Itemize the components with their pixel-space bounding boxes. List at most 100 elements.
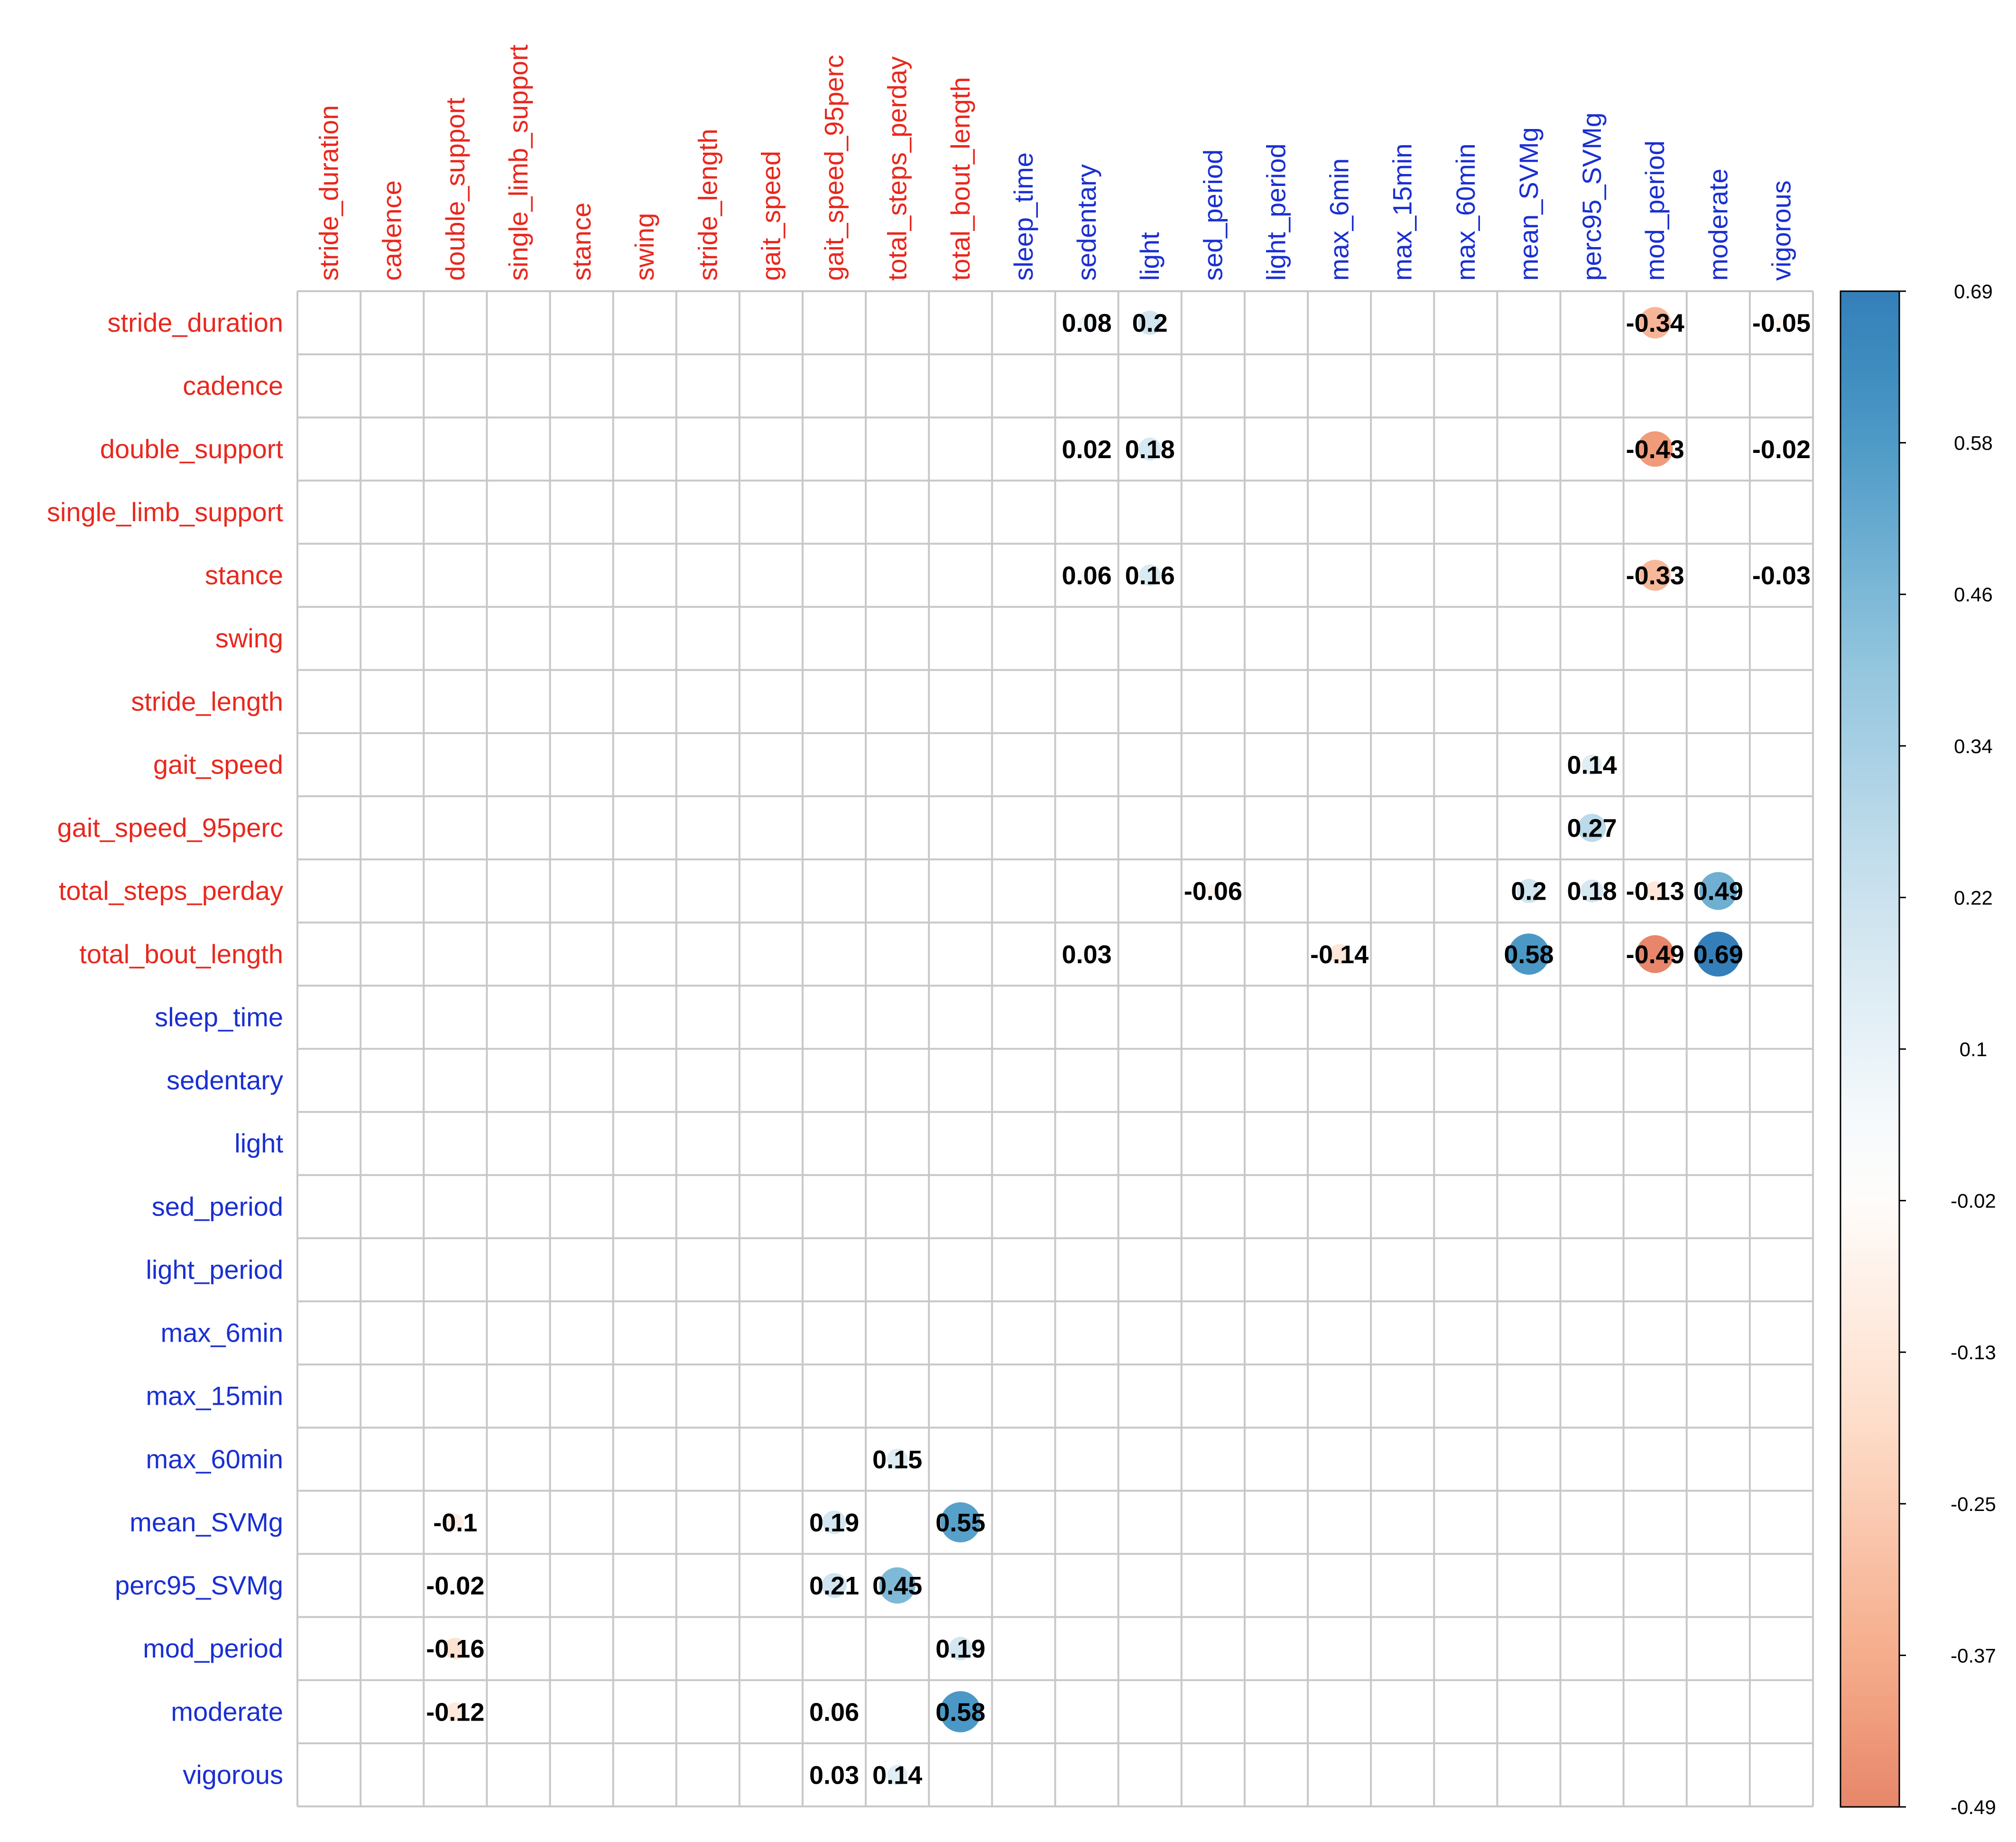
row-label: double_support	[100, 434, 284, 464]
row-label: gait_speed	[153, 749, 283, 779]
correlation-value-label: -0.33	[1626, 562, 1684, 590]
column-label: sleep_time	[1008, 152, 1038, 281]
correlation-value-label: 0.08	[1062, 309, 1112, 338]
correlation-circle	[940, 1502, 981, 1543]
correlation-circle	[1695, 931, 1741, 977]
correlation-value-label: 0.03	[809, 1761, 859, 1789]
correlation-circle	[1645, 881, 1665, 901]
row-label: moderate	[171, 1696, 283, 1726]
correlation-circle	[1580, 879, 1604, 903]
correlation-value-label: 0.21	[809, 1572, 859, 1600]
row-label: max_6min	[161, 1318, 283, 1348]
correlation-value-label: 0.06	[809, 1698, 859, 1726]
correlation-value-label: -0.12	[426, 1698, 484, 1726]
colorbar-tick-label: 0.58	[1954, 432, 1993, 454]
row-label: max_15min	[146, 1381, 283, 1411]
row-label: swing	[215, 623, 283, 653]
correlation-value-label: -0.14	[1310, 940, 1369, 969]
colorbar-tick-label: 0.46	[1954, 583, 1993, 606]
column-label: sed_period	[1198, 149, 1228, 281]
correlation-value-label: 0.18	[1125, 435, 1175, 464]
correlation-value-label: -0.43	[1626, 435, 1684, 464]
correlation-circle	[887, 1765, 908, 1785]
row-label: perc95_SVMg	[115, 1570, 283, 1600]
correlation-circle	[829, 1770, 839, 1780]
column-label: stance	[566, 203, 596, 281]
correlation-circle	[1636, 935, 1674, 973]
column-label: cadence	[377, 180, 407, 281]
correlation-value-label: 0.2	[1511, 877, 1546, 906]
correlation-value-label: -0.06	[1184, 877, 1242, 906]
row-label: total_bout_length	[79, 939, 283, 969]
column-label: light	[1135, 232, 1165, 281]
column-label: total_steps_perday	[882, 56, 912, 281]
correlation-value-label: -0.49	[1626, 940, 1684, 969]
row-label: stride_length	[131, 686, 283, 716]
correlation-value-label: 0.58	[1504, 940, 1554, 969]
column-label: swing	[629, 213, 659, 281]
correlation-value-label: 0.19	[935, 1635, 985, 1663]
column-label: gait_speed	[756, 151, 786, 281]
correlation-circle	[444, 1638, 466, 1659]
colorbar-tick-label: -0.02	[1951, 1190, 1996, 1212]
colorbar-tick-label: 0.34	[1954, 735, 1993, 757]
column-label: sedentary	[1072, 164, 1101, 281]
correlation-circle	[1082, 949, 1091, 959]
correlation-value-label: 0.49	[1693, 877, 1743, 906]
correlation-circle	[1777, 445, 1785, 453]
correlation-value-label: -0.13	[1626, 877, 1684, 906]
correlation-circle	[1206, 884, 1220, 898]
column-label: double_support	[440, 97, 470, 281]
row-label: vigorous	[183, 1759, 283, 1789]
row-label: single_limb_support	[47, 497, 284, 527]
correlation-circle	[1699, 872, 1738, 910]
correlation-circle	[446, 1513, 464, 1531]
column-label: total_bout_length	[945, 77, 975, 281]
correlation-circle	[1517, 879, 1541, 903]
colorbar	[1840, 290, 1900, 1808]
circle-layer: 0.08 0.2 -0.34 -0.05 0.02 0.18 -0.43 -0.02 0.06 0…	[426, 307, 1811, 1789]
column-label: max_15min	[1387, 144, 1417, 281]
correlation-circle	[822, 1510, 846, 1534]
correlation-circle	[1578, 813, 1606, 842]
correlation-circle	[1775, 316, 1788, 329]
grid-layer	[296, 290, 1814, 1807]
colorbar-tick-label: -0.25	[1951, 1493, 1996, 1515]
correlation-value-label: 0.16	[1125, 562, 1175, 590]
correlation-value-label: 0.27	[1567, 814, 1617, 843]
correlation-value-label: 0.14	[872, 1761, 922, 1789]
column-label: stride_duration	[314, 105, 344, 281]
correlation-value-label: 0.03	[1062, 940, 1112, 969]
correlation-circle	[1637, 431, 1673, 467]
correlation-value-label: 0.14	[1567, 751, 1617, 779]
correlation-circle	[1137, 311, 1162, 335]
row-label: cadence	[183, 371, 283, 401]
correlation-value-label: 0.69	[1693, 940, 1743, 969]
column-label: vigorous	[1766, 180, 1796, 281]
colorbar-tick-label: -0.49	[1951, 1796, 1996, 1818]
correlation-value-label: -0.1	[433, 1509, 477, 1537]
correlation-circle	[1639, 560, 1671, 591]
row-label: stride_duration	[108, 308, 283, 338]
correlation-value-label: -0.03	[1752, 562, 1811, 590]
correlation-value-label: -0.02	[1752, 435, 1811, 464]
row-label: total_steps_perday	[59, 876, 283, 906]
colorbar-tick-label: 0.1	[1960, 1038, 1987, 1060]
row-label: light_period	[146, 1254, 283, 1284]
correlation-circle	[1080, 569, 1094, 582]
row-label: mean_SVMg	[129, 1507, 283, 1537]
column-label: moderate	[1703, 168, 1733, 281]
column-label: single_limb_support	[503, 44, 533, 281]
correlation-circle	[887, 1448, 908, 1470]
correlation-value-label: 0.2	[1132, 309, 1168, 338]
correlation-value-label: 0.58	[935, 1698, 985, 1726]
correlation-circle	[1581, 755, 1602, 775]
column-label: gait_speed_95perc	[819, 55, 849, 281]
correlation-circle	[446, 1702, 465, 1722]
correlation-value-label: 0.45	[872, 1572, 922, 1600]
correlation-value-label: -0.34	[1626, 309, 1684, 338]
row-label: sleep_time	[155, 1002, 283, 1032]
correlation-value-label: -0.16	[426, 1635, 484, 1663]
